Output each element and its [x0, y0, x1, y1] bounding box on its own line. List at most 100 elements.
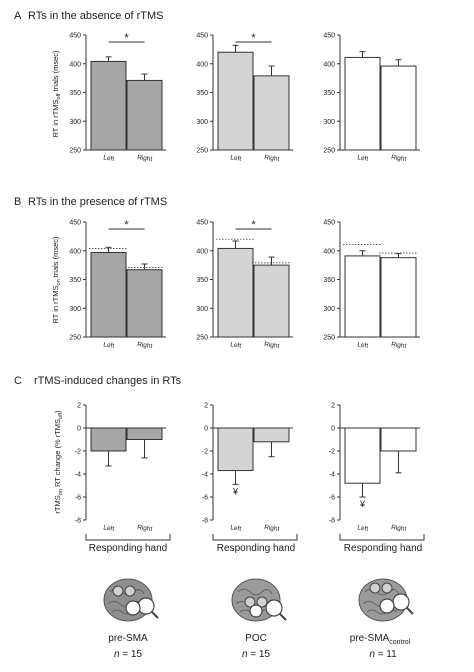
responding-hand-label: Responding hand — [89, 543, 167, 554]
y-tick-label: 450 — [69, 220, 81, 227]
bar-right — [253, 264, 290, 338]
chart-a-pre-sma: 250 300 350 400 450 Left Right * — [69, 32, 166, 163]
brain-poc-illustration — [231, 578, 287, 622]
y-tick-label: 450 — [196, 220, 208, 227]
category-label: Right — [264, 154, 280, 163]
y-tick-label: -2 — [329, 449, 335, 456]
chart-c-pre-sma: -8 -6 -4 -2 0 2 Left Right — [75, 403, 166, 533]
y-tick-label: -6 — [202, 495, 208, 502]
chart-b-poc: 250 300 350 400 450 Left Right * — [196, 219, 293, 350]
category-label: Left — [357, 524, 369, 532]
chart-b-pre-sma-control: 250 300 350 400 450 Left Right — [323, 220, 420, 350]
category-label: Left — [103, 524, 115, 532]
panel-c-title: rTMS-induced changes in RTs — [34, 375, 182, 387]
bar-left — [90, 60, 127, 151]
chart-b-pre-sma: 250 300 350 400 450 Left Right * — [69, 219, 166, 350]
bar-left — [344, 255, 381, 338]
y-tick-label: -2 — [75, 449, 81, 456]
category-label: Left — [357, 154, 369, 162]
category-label: Left — [230, 524, 242, 532]
y-tick-label: 450 — [323, 220, 335, 227]
y-tick-label: 0 — [204, 426, 208, 433]
y-tick-label: -8 — [202, 518, 208, 525]
bracket — [212, 534, 298, 541]
bar-left — [344, 427, 381, 484]
group-name-pre-sma: pre-SMA — [108, 633, 148, 644]
y-tick-label: 0 — [331, 426, 335, 433]
category-label: Left — [103, 154, 115, 162]
panel-a-ylabel: RT in rTMSoff trials (msec) — [51, 50, 62, 137]
y-tick-label: 400 — [69, 248, 81, 255]
bar-left — [90, 427, 127, 452]
bar-right — [380, 427, 417, 452]
brain-pre-sma-illustration — [103, 578, 159, 622]
category-label: Left — [230, 341, 242, 349]
group-n-pre-sma: n = 15 — [114, 649, 143, 660]
y-tick-label: 2 — [77, 403, 81, 410]
category-label: Left — [230, 154, 242, 162]
y-tick-label: 400 — [196, 248, 208, 255]
category-label: Right — [391, 154, 407, 163]
chart-c-poc: -8 -6 -4 -2 0 2 Left Right ¥ — [202, 403, 293, 533]
y-tick-label: 350 — [323, 90, 335, 97]
y-tick-label: -6 — [75, 495, 81, 502]
yen-marker: ¥ — [232, 486, 239, 496]
bar-left — [217, 247, 254, 338]
bracket — [339, 534, 425, 541]
group-n-poc: n = 15 — [242, 649, 271, 660]
panel-a-letter: A — [14, 10, 22, 22]
category-label: Right — [264, 524, 280, 533]
chart-a-poc: 250 300 350 400 450 Left Right * — [196, 32, 293, 163]
bracket — [85, 534, 171, 541]
bar-right — [253, 75, 290, 151]
y-tick-label: 450 — [69, 33, 81, 40]
group-n-pre-sma-control: n = 11 — [369, 649, 397, 660]
y-tick-label: 300 — [196, 306, 208, 313]
yen-marker: ¥ — [359, 499, 366, 509]
y-tick-label: 300 — [323, 306, 335, 313]
y-tick-label: 350 — [69, 90, 81, 97]
y-tick-label: 300 — [196, 119, 208, 126]
group-name-pre-sma-control: pre-SMAcontrol — [350, 633, 411, 646]
y-tick-label: -6 — [329, 495, 335, 502]
charts: 250 300 350 400 450 Left Right * 250 300 350 400 450… — [69, 32, 420, 533]
group-name-poc: POC — [245, 633, 267, 644]
bar-right — [126, 427, 163, 440]
bar-left — [90, 251, 127, 338]
y-tick-label: 300 — [69, 306, 81, 313]
y-tick-label: 400 — [196, 61, 208, 68]
significance-star: * — [251, 219, 256, 231]
y-tick-label: -4 — [202, 472, 208, 479]
y-tick-label: 450 — [196, 33, 208, 40]
bar-right — [126, 79, 163, 151]
y-tick-label: -4 — [329, 472, 335, 479]
y-tick-label: 2 — [331, 403, 335, 410]
chart-a-pre-sma-control: 250 300 350 400 450 Left Right — [323, 33, 420, 163]
y-tick-label: 2 — [204, 403, 208, 410]
y-tick-label: 400 — [69, 61, 81, 68]
y-tick-label: 400 — [323, 61, 335, 68]
category-label: Right — [391, 341, 407, 350]
significance-star: * — [124, 32, 129, 44]
y-tick-label: 450 — [323, 33, 335, 40]
bar-right — [380, 257, 417, 338]
bar-right — [380, 65, 417, 151]
category-label: Right — [137, 524, 153, 533]
y-tick-label: 300 — [323, 119, 335, 126]
y-tick-label: -8 — [75, 518, 81, 525]
bar-left — [217, 51, 254, 151]
category-label: Right — [391, 524, 407, 533]
y-tick-label: 350 — [69, 277, 81, 284]
y-tick-label: 250 — [69, 335, 81, 342]
panel-b-title: RTs in the presence of rTMS — [28, 196, 167, 208]
bar-left — [344, 56, 381, 151]
panel-c-letter: C — [14, 375, 22, 387]
panel-b-letter: B — [14, 196, 21, 208]
y-tick-label: 250 — [69, 148, 81, 155]
category-label: Left — [103, 341, 115, 349]
brain-pre-sma-control-illustration — [358, 578, 414, 622]
category-label: Left — [357, 341, 369, 349]
y-tick-label: 350 — [196, 277, 208, 284]
category-label: Right — [264, 341, 280, 350]
panel-b-ylabel: RT in rTMSon trials (msec) — [51, 236, 62, 324]
